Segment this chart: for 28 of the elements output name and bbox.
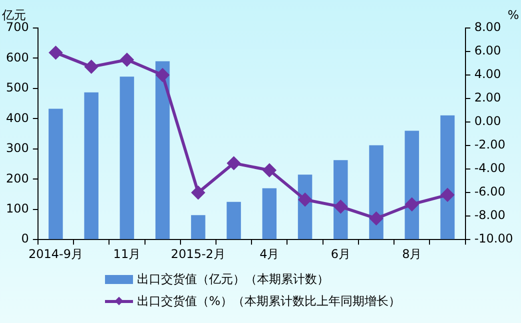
legend-label: 出口交货值（%）（本期累计数比上年同期增长） xyxy=(137,292,400,310)
x-tick-label: 2015-2月 xyxy=(170,246,226,261)
y2-tick-label: -10.00 xyxy=(474,232,514,246)
y-tick-label: 700 xyxy=(6,20,29,34)
y2-tick-label: 4.00 xyxy=(474,67,502,82)
y-tick-label: 200 xyxy=(6,171,29,186)
y2-tick-label: -4.00 xyxy=(474,161,506,176)
y-tick-label: 100 xyxy=(6,201,29,216)
x-tick-label: 4月 xyxy=(260,246,280,261)
y2-tick-label: 8.00 xyxy=(474,20,502,34)
legend-label: 出口交货值（亿元）（本期累计数） xyxy=(137,270,329,288)
x-tick-label: 6月 xyxy=(330,246,350,261)
y2-tick-label: 0.00 xyxy=(474,114,502,128)
x-tick-label: 2014-9月 xyxy=(28,246,83,261)
y-tick-label: 600 xyxy=(6,50,29,64)
y2-tick-label: -8.00 xyxy=(474,208,506,222)
y-tick-label: 300 xyxy=(6,141,29,156)
y-axis-title: 亿元 xyxy=(1,8,26,22)
y-tick-label: 500 xyxy=(6,80,29,95)
y2-tick-label: -2.00 xyxy=(474,138,506,152)
x-tick-label: 11月 xyxy=(113,246,141,261)
y2-tick-label: 2.00 xyxy=(474,90,502,105)
y2-tick-label: -6.00 xyxy=(474,184,506,199)
x-tick-label: 8月 xyxy=(402,246,422,261)
y2-axis-title: % xyxy=(508,8,519,22)
y-tick-label: 400 xyxy=(6,110,29,125)
y-tick-label: 0 xyxy=(21,232,29,246)
y2-tick-label: 6.00 xyxy=(474,44,502,58)
